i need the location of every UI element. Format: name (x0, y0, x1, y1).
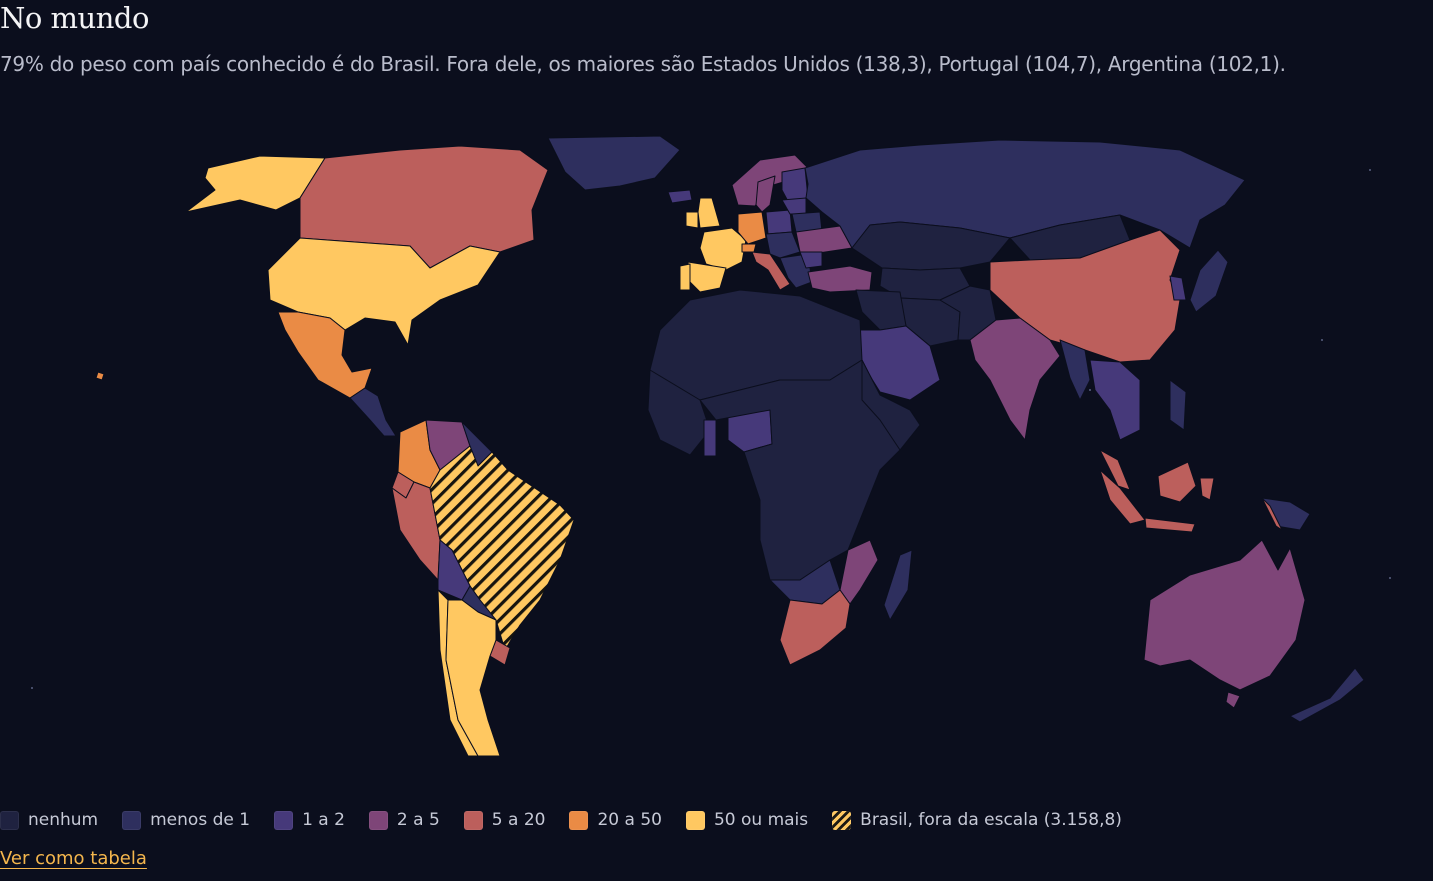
map-india (969, 317, 1061, 441)
map-iceland (667, 189, 693, 204)
map-new-zealand (1289, 667, 1365, 723)
legend-swatch (0, 810, 19, 830)
map-philippines (1169, 379, 1187, 431)
legend-swatch (274, 810, 294, 830)
map-iraq-syria (855, 289, 907, 331)
map-portugal (679, 263, 691, 291)
map-indonesia-java (1144, 517, 1196, 533)
map-ghana (703, 419, 717, 457)
legend-label: 20 a 50 (597, 810, 662, 830)
map-papua (1261, 497, 1311, 531)
map-malaysia (1099, 449, 1131, 491)
map-australia (1143, 539, 1306, 691)
map-mexico (277, 311, 373, 399)
legend-label: 5 a 20 (491, 810, 546, 830)
legend-item-menos-de-1: menos de 1 (122, 810, 250, 830)
map-germany (737, 211, 767, 245)
map-madagascar (883, 549, 913, 621)
map-romania (799, 251, 823, 269)
legend-swatch (569, 810, 589, 830)
legend-item-1-a-2: 1 a 2 (274, 810, 345, 830)
map-switzerland (741, 243, 757, 253)
legend-item-20-a-50: 20 a 50 (569, 810, 662, 830)
map-uk (697, 197, 721, 229)
legend-label: 2 a 5 (396, 810, 440, 830)
map-france (699, 227, 747, 271)
map-horn-of-africa (861, 359, 921, 451)
map-indonesia-sulawesi (1199, 477, 1215, 501)
legend-item-5-a-20: 5 a 20 (463, 810, 546, 830)
map-turkey (807, 265, 873, 293)
map-sweden (755, 175, 776, 213)
legend-swatch (122, 810, 142, 830)
map-central-america (349, 387, 397, 437)
map-south-africa (779, 589, 851, 666)
map-indonesia-sumatra (1099, 469, 1146, 525)
map-argentina (445, 599, 501, 757)
map-poland (765, 209, 793, 235)
map-greenland (547, 135, 681, 191)
map-japan (1189, 249, 1229, 313)
map-indonesia-papua (1261, 497, 1283, 531)
map-usa (267, 237, 501, 346)
legend-item-nenhum: nenhum (0, 810, 98, 830)
map-hawaii (95, 371, 105, 381)
legend-label: menos de 1 (150, 810, 251, 830)
map-korea (1169, 275, 1187, 301)
legend-swatch (463, 810, 483, 830)
world-map (31, 135, 1391, 757)
legend-label: 1 a 2 (302, 810, 345, 830)
legend: nenhum menos de 1 1 a 2 2 a 5 5 a 20 20 … (0, 806, 1146, 834)
map-tasmania (1225, 691, 1241, 709)
legend-item-2-a-5: 2 a 5 (368, 810, 440, 830)
legend-swatch (368, 810, 388, 830)
page-subtitle: 79% do peso com país conhecido é do Bras… (0, 52, 1286, 76)
map-myanmar (1059, 339, 1091, 401)
legend-label: nenhum (28, 810, 99, 830)
legend-swatch-hatched (832, 810, 852, 830)
legend-swatch (685, 810, 705, 830)
map-alaska (185, 155, 326, 213)
map-ireland (685, 211, 699, 229)
map-ukraine (795, 225, 853, 255)
page-title: No mundo (0, 1, 149, 35)
legend-label: Brasil, fora da escala (3.158,8) (860, 810, 1122, 830)
map-indonesia-borneo (1157, 461, 1197, 503)
map-central-europe (765, 231, 801, 259)
legend-item-50-ou-mais: 50 ou mais (685, 810, 809, 830)
map-indochina (1089, 359, 1141, 441)
legend-label: 50 ou mais (713, 810, 809, 830)
legend-item-brasil: Brasil, fora da escala (3.158,8) (832, 810, 1122, 830)
view-as-table-link[interactable]: Ver como tabela (0, 848, 147, 869)
